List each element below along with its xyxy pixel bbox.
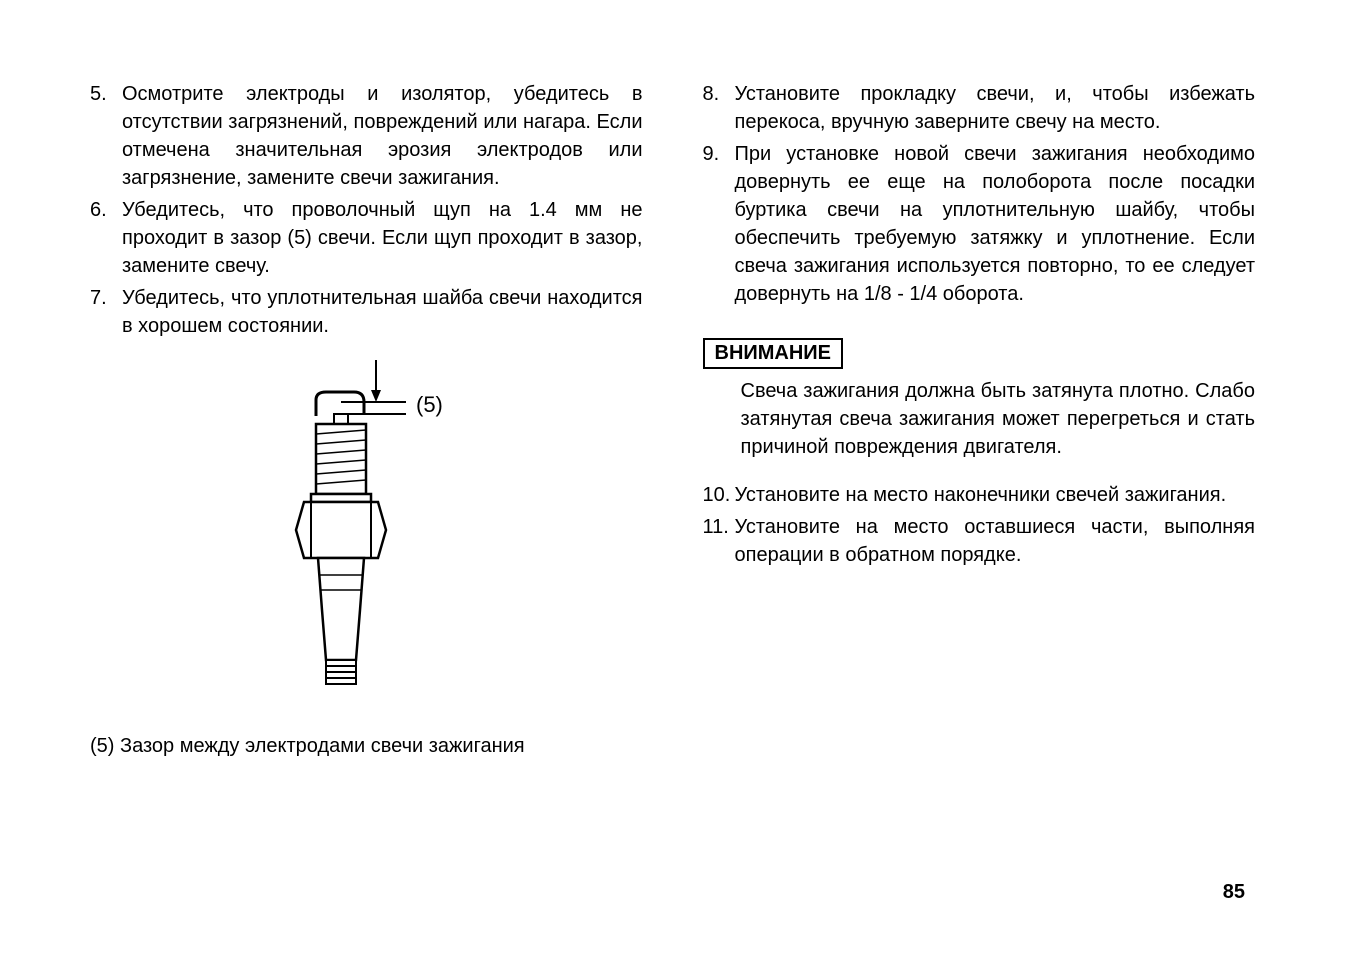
figure-callout-label: (5) xyxy=(416,392,443,417)
list-item: 11. Установите на место оставшиеся части… xyxy=(703,513,1256,569)
notice-box: ВНИМАНИЕ Свеча зажигания должна быть зат… xyxy=(703,338,1256,461)
list-text: Установите прокладку свечи, и, чтобы изб… xyxy=(735,80,1256,136)
list-number: 9. xyxy=(703,140,735,308)
left-column: 5. Осмотрите электроды и изолятор, убеди… xyxy=(90,80,643,758)
list-number: 7. xyxy=(90,284,122,340)
list-item: 7. Убедитесь, что уплотнительная шайба с… xyxy=(90,284,643,340)
notice-body: Свеча зажигания должна быть затянута пло… xyxy=(703,377,1256,461)
list-text: Убедитесь, что проволочный щуп на 1.4 мм… xyxy=(122,196,643,280)
list-text: Установите на место наконечники свечей з… xyxy=(735,481,1256,509)
right-column: 8. Установите прокладку свечи, и, чтобы … xyxy=(703,80,1256,758)
spark-plug-icon: (5) xyxy=(256,360,476,700)
list-item: 10. Установите на место наконечники свеч… xyxy=(703,481,1256,509)
page: 5. Осмотрите электроды и изолятор, убеди… xyxy=(0,0,1345,798)
list-number: 8. xyxy=(703,80,735,136)
list-text: При установке новой свечи зажигания необ… xyxy=(735,140,1256,308)
list-number: 6. xyxy=(90,196,122,280)
list-number: 10. xyxy=(703,481,735,509)
list-text: Осмотрите электроды и изолятор, убедитес… xyxy=(122,80,643,192)
list-item: 6. Убедитесь, что проволочный щуп на 1.4… xyxy=(90,196,643,280)
notice-label: ВНИМАНИЕ xyxy=(703,338,844,369)
list-number: 11. xyxy=(703,513,735,569)
list-item: 8. Установите прокладку свечи, и, чтобы … xyxy=(703,80,1256,136)
list-text: Убедитесь, что уплотнительная шайба свеч… xyxy=(122,284,643,340)
figure-caption: (5) Зазор между электродами свечи зажига… xyxy=(90,735,643,758)
list-item: 9. При установке новой свечи зажигания н… xyxy=(703,140,1256,308)
spark-plug-figure: (5) xyxy=(90,360,643,705)
list-text: Установите на место оставшиеся части, вы… xyxy=(735,513,1256,569)
list-number: 5. xyxy=(90,80,122,192)
list-item: 5. Осмотрите электроды и изолятор, убеди… xyxy=(90,80,643,192)
page-number: 85 xyxy=(1223,881,1245,904)
